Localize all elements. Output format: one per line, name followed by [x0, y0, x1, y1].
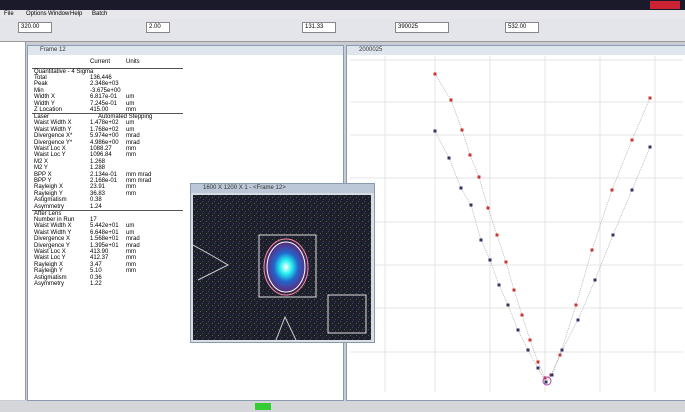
point: [537, 367, 540, 370]
point: [470, 204, 473, 207]
point: [469, 154, 472, 157]
point: [521, 314, 524, 317]
point: [577, 319, 580, 322]
point: [631, 189, 634, 192]
point: [611, 189, 614, 192]
point: [448, 157, 451, 160]
point: [434, 73, 437, 76]
point: [529, 339, 532, 342]
point: [505, 261, 508, 264]
point: [561, 349, 564, 352]
point: [507, 304, 510, 307]
fit-line: [435, 74, 650, 378]
point: [575, 304, 578, 307]
status-indicator: [255, 403, 271, 410]
point: [487, 207, 490, 210]
point: [527, 349, 530, 352]
point: [612, 234, 615, 237]
point: [434, 130, 437, 133]
point: [649, 146, 652, 149]
beam-image: [193, 195, 371, 340]
point: [537, 361, 540, 364]
point: [489, 259, 492, 262]
point: [450, 99, 453, 102]
point: [631, 139, 634, 142]
point: [478, 176, 481, 179]
point: [517, 329, 520, 332]
point: [480, 239, 483, 242]
point: [498, 284, 501, 287]
point: [649, 97, 652, 100]
point: [513, 289, 516, 292]
point: [461, 129, 464, 132]
point: [460, 187, 463, 190]
window-title: 1600 X 1200 X 1 - <Frame 12>: [191, 184, 374, 193]
point: [594, 279, 597, 282]
point: [496, 234, 499, 237]
point: [545, 381, 548, 384]
screen: FileOptionsWindowHelpBatch 320.00 2.00 1…: [0, 0, 685, 412]
status-bar: [0, 401, 685, 412]
image-window: 1600 X 1200 X 1 - <Frame 12>: [190, 183, 375, 343]
fit-line: [435, 131, 650, 382]
point: [551, 374, 554, 377]
point: [591, 249, 594, 252]
